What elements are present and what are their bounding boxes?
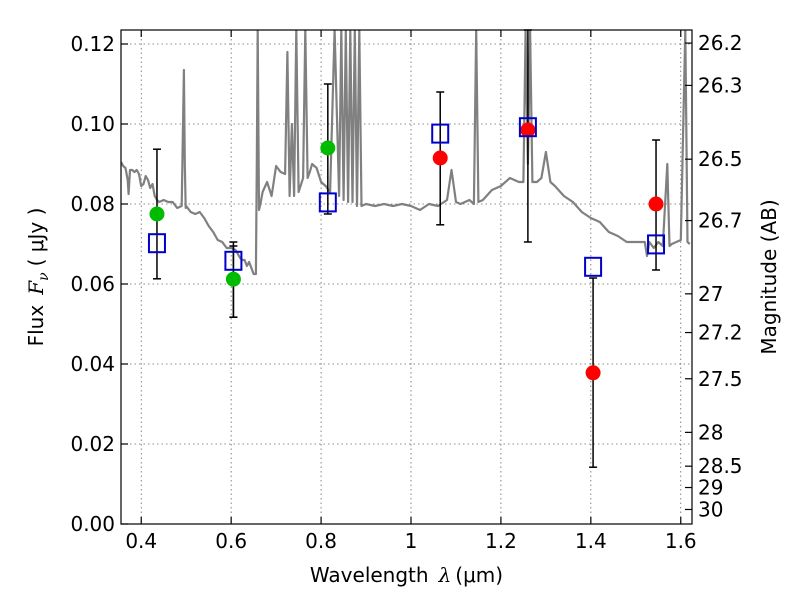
- y2-tick-label: 26.2: [698, 31, 743, 55]
- x-tick-label: 0.6: [215, 529, 247, 553]
- y2-tick-label: 28.5: [698, 454, 743, 478]
- y-tick-label: 0.06: [70, 272, 115, 296]
- y2-tick-label: 26.3: [698, 73, 743, 97]
- model-photometry-square: [584, 256, 603, 277]
- x-tick-label: 1.4: [575, 529, 607, 553]
- model-photometry-square: [224, 250, 243, 271]
- y-tick-label: 0.04: [70, 352, 115, 376]
- y-tick-label: 0.10: [70, 112, 115, 136]
- y-tick-label: 0.12: [70, 32, 115, 56]
- axis-ticks: 0.4 0.6 0.8 1 1.2 1.4 1.6 0.00 0.02 0.04 0.06 0.08 0…: [70, 30, 743, 553]
- x-tick-label: 0.8: [305, 529, 337, 553]
- data-point: [225, 271, 241, 287]
- y2-axis-label: Magnitude (AB): [757, 199, 781, 354]
- model-spectrum-line: [121, 30, 691, 276]
- data-point: [648, 196, 664, 212]
- y-tick-label: 0.08: [70, 192, 115, 216]
- model-photometry-square: [647, 234, 666, 255]
- data-point: [520, 122, 536, 138]
- y2-tick-label: 30: [698, 497, 723, 521]
- x-tick-label: 1: [405, 529, 418, 553]
- data-point: [149, 206, 165, 222]
- grid: [121, 30, 692, 525]
- x-tick-label: 0.4: [125, 529, 157, 553]
- y2-tick-label: 28: [698, 420, 723, 444]
- y-axis-label: FluxFν( μJy ): [24, 208, 52, 347]
- y2-tick-label: 27: [698, 282, 723, 306]
- y2-tick-label: 26.5: [698, 147, 743, 171]
- y2-tick-label: 27.2: [698, 321, 743, 345]
- y-tick-label: 0.02: [70, 432, 115, 456]
- data-point: [432, 150, 448, 166]
- x-axis-label: Wavelength λ (μm): [310, 563, 503, 587]
- data-points: [147, 117, 666, 381]
- x-tick-label: 1.2: [485, 529, 517, 553]
- plot-frame: [120, 29, 693, 525]
- model-photometry-square: [318, 192, 337, 213]
- model-spectrum: [121, 30, 691, 276]
- model-photometry-square: [518, 117, 537, 138]
- model-photometry-square: [147, 233, 166, 254]
- model-photometry-square: [431, 123, 450, 144]
- data-point: [585, 365, 601, 381]
- y-tick-label: 0.00: [70, 512, 115, 536]
- y2-tick-label: 27.5: [698, 367, 743, 391]
- data-point: [320, 140, 336, 156]
- y2-tick-label: 26.7: [698, 209, 743, 233]
- x-tick-label: 1.6: [665, 529, 697, 553]
- y2-tick-label: 29: [698, 476, 723, 500]
